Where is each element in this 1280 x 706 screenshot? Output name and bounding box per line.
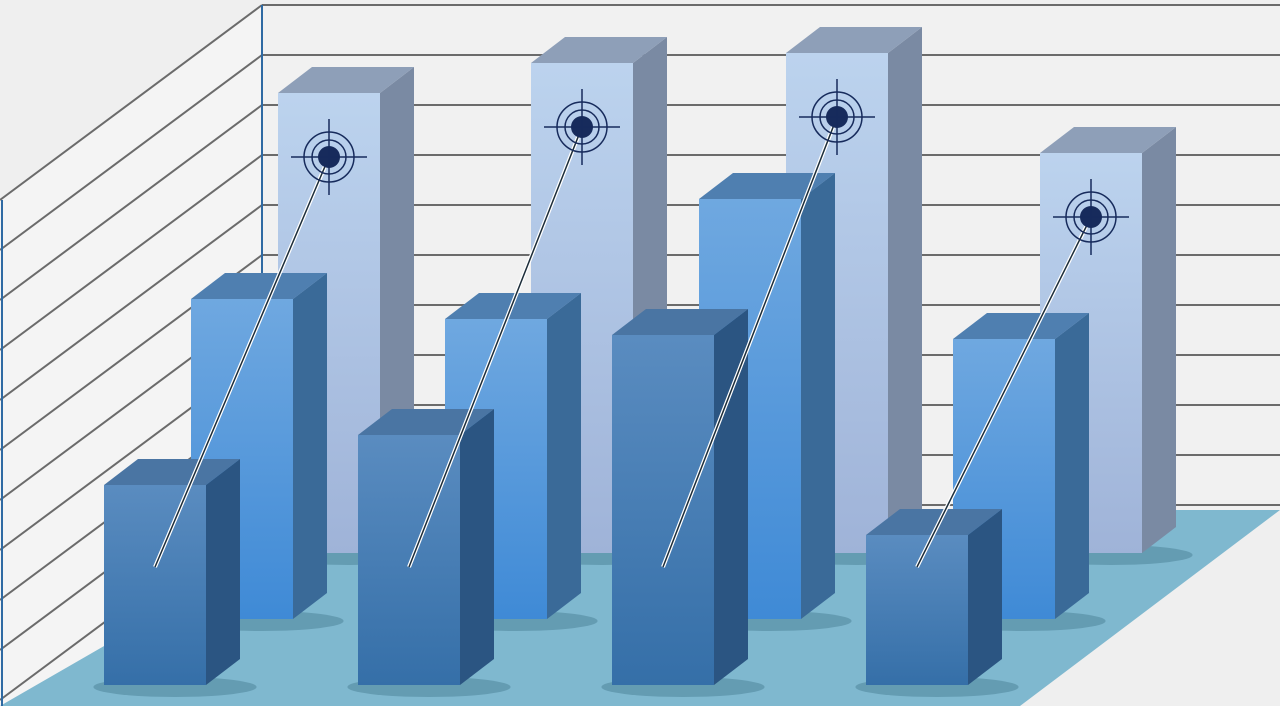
gridline-side [0,204,263,401]
bar-top [866,509,1002,535]
bar-top [1040,127,1176,153]
gridline-side [0,104,263,301]
bar-front [866,535,968,685]
bar-top [191,273,327,299]
gridline-side [0,154,263,351]
bar-side [460,409,494,685]
bar-top [953,313,1089,339]
bars [93,27,1193,697]
targets [153,79,1129,568]
bar-side [206,459,240,685]
bar [434,293,598,631]
bar-side [888,27,922,553]
bar-top [699,173,835,199]
bar [855,509,1019,697]
bar-front [612,335,714,685]
bar-top [786,27,922,53]
bar [93,459,257,697]
gridline-side [0,54,263,251]
bar-side [801,173,835,619]
bar [601,309,765,697]
bar-side [714,309,748,685]
bar-side [547,293,581,619]
bar-side [1142,127,1176,553]
pointer-line [916,216,1092,568]
bar-side [968,509,1002,685]
bar-side [293,273,327,619]
gridline-side [0,4,263,201]
bar-front [104,485,206,685]
pointer-line [662,116,838,568]
bar-top [612,309,748,335]
bar-top [531,37,667,63]
bar-top [278,67,414,93]
bar-top [104,459,240,485]
bar [347,409,511,697]
pointer-line [154,156,330,568]
pointer-line [408,126,583,568]
bar-top [358,409,494,435]
bar-side [1055,313,1089,619]
